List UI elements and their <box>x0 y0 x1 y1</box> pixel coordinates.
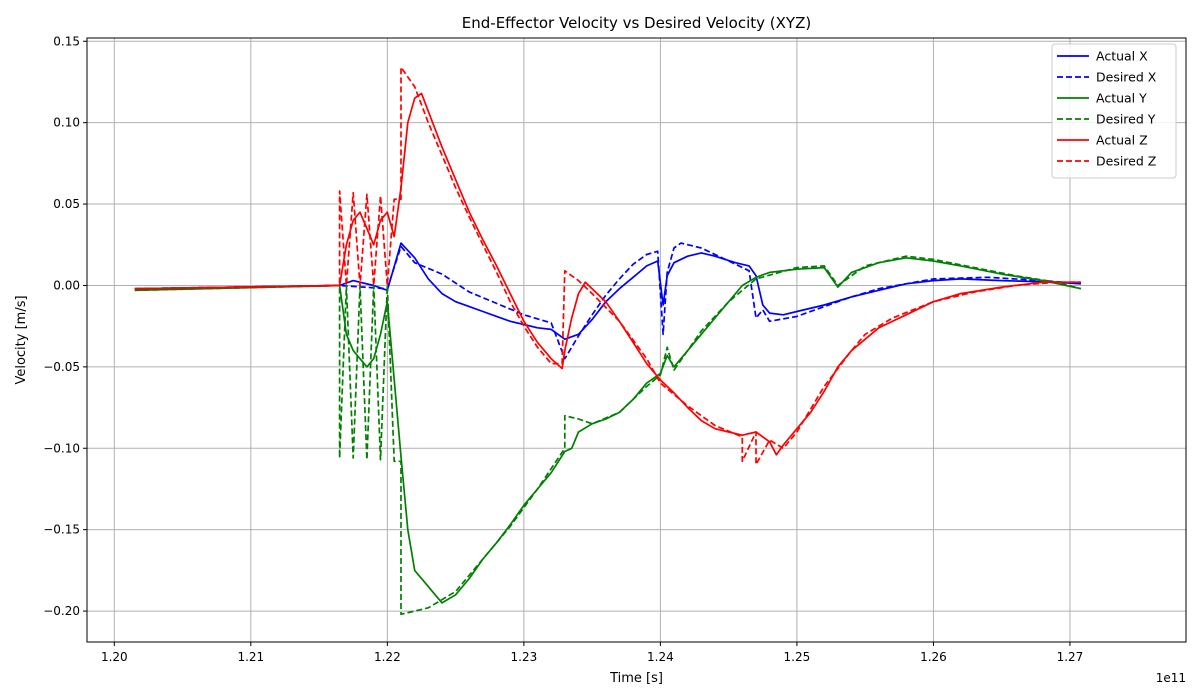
legend: Actual X Desired X Actual Y Desired Y Actual… <box>1051 43 1177 179</box>
x-tick-label: 1.21 <box>237 650 264 664</box>
x-tick-label: 1.23 <box>511 650 538 664</box>
y-tick-label: 0.00 <box>53 278 80 292</box>
y-tick-label: −0.20 <box>43 604 80 618</box>
grid <box>87 38 1186 642</box>
y-tick-label: −0.15 <box>43 523 80 537</box>
y-axis-label: Velocity [m/s] <box>14 295 29 384</box>
ticks: 1.20 1.21 1.22 1.23 1.24 1.25 1.26 1.27 −0.20 −0.… <box>43 34 1083 664</box>
series-line-actual-z <box>134 92 1081 456</box>
x-tick-label: 1.22 <box>374 650 401 664</box>
series-line-actual-y <box>134 256 1082 604</box>
series-layer <box>134 66 1082 616</box>
legend-label: Desired Z <box>1096 154 1156 169</box>
x-axis-offset-label: 1e11 <box>1156 671 1186 685</box>
series-line-actual-x <box>134 242 1081 341</box>
legend-box <box>1051 43 1177 179</box>
legend-label: Actual Z <box>1096 133 1148 148</box>
legend-label: Desired X <box>1096 70 1157 85</box>
x-tick-label: 1.27 <box>1057 650 1084 664</box>
legend-label: Actual X <box>1096 49 1148 64</box>
x-tick-label: 1.24 <box>647 650 674 664</box>
chart-title: End-Effector Velocity vs Desired Velocit… <box>462 14 811 32</box>
series-line-desired-x <box>134 242 1081 360</box>
legend-label: Desired Y <box>1096 112 1156 127</box>
y-tick-label: 0.05 <box>53 197 80 211</box>
y-tick-label: 0.10 <box>53 116 80 130</box>
series-line-desired-y <box>134 255 1082 616</box>
y-tick-label: −0.05 <box>43 360 80 374</box>
legend-label: Actual Y <box>1096 91 1147 106</box>
series-line-desired-z <box>134 66 1081 466</box>
x-tick-label: 1.25 <box>784 650 811 664</box>
y-tick-label: −0.10 <box>43 441 80 455</box>
plot-frame <box>86 37 1187 643</box>
y-tick-label: 0.15 <box>53 34 80 48</box>
x-tick-label: 1.26 <box>920 650 947 664</box>
x-axis-label: Time [s] <box>609 671 663 686</box>
x-tick-label: 1.20 <box>101 650 128 664</box>
